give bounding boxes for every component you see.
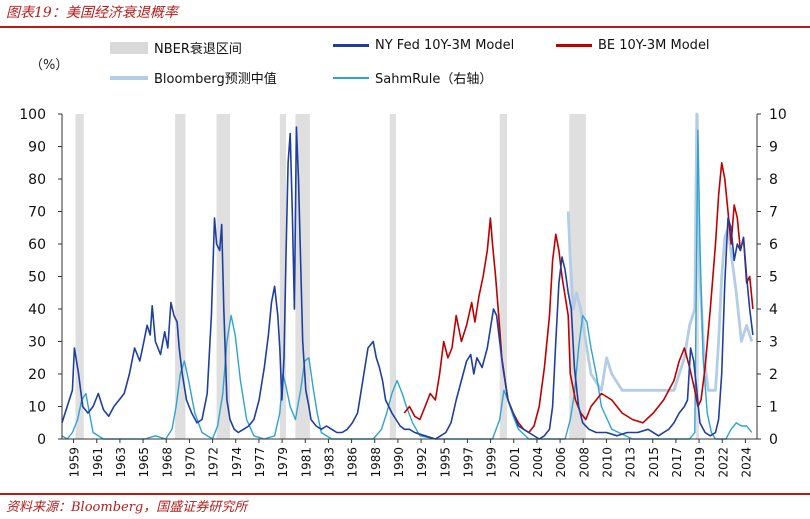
x-tick-label: 2001: [508, 447, 522, 478]
x-tick-label: 1981: [299, 447, 313, 478]
y-tick-label-right: 10: [769, 107, 787, 123]
bloomberg-swatch: [110, 75, 148, 80]
x-tick-label: 1979: [276, 447, 290, 478]
recession-swatch: [110, 41, 148, 54]
x-tick-label: 1977: [253, 447, 267, 478]
y-tick-label-right: 9: [769, 140, 778, 156]
y-tick-label-left: 30: [28, 335, 46, 351]
legend-item-recession: NBER衰退区间: [110, 38, 242, 57]
legend-item-sahm: SahmRule（右轴）: [333, 68, 492, 87]
x-tick-label: 1961: [91, 447, 105, 478]
y-tick-label-right: 1: [769, 400, 778, 416]
x-tick-label: 1972: [207, 447, 221, 478]
x-tick-label: 1968: [160, 447, 174, 478]
x-tick-label: 2017: [670, 447, 684, 478]
header-rule: [0, 26, 810, 28]
x-tick-label: 2022: [716, 447, 730, 478]
x-tick-label: 1983: [322, 447, 336, 478]
x-tick-label: 2008: [577, 447, 591, 478]
x-tick-label: 1974: [230, 447, 244, 478]
legend-label: NBER衰退区间: [154, 42, 242, 57]
source-note: 资料来源：Bloomberg，国盛证券研究所: [6, 500, 248, 515]
y-tick-label-left: 10: [28, 400, 46, 416]
x-tick-label: 1990: [392, 447, 406, 478]
x-tick-label: 2006: [554, 447, 568, 478]
y-tick-label-right: 6: [769, 237, 778, 253]
x-tick-label: 1963: [114, 447, 128, 478]
recession-band-3: [279, 114, 287, 439]
x-tick-label: 1988: [369, 447, 383, 478]
recession-band-5: [389, 114, 397, 439]
recession-band-1: [175, 114, 186, 439]
y-tick-label-right: 3: [769, 335, 778, 351]
recession-band-0: [75, 114, 84, 439]
y-tick-label-left: 0: [37, 432, 46, 448]
y-tick-label-left: 90: [28, 140, 46, 156]
y-tick-label-right: 4: [769, 302, 778, 318]
x-tick-label: 2019: [693, 447, 707, 478]
x-tick-label: 2013: [624, 447, 638, 478]
x-tick-label: 2010: [600, 447, 614, 478]
y-tick-label-right: 5: [769, 270, 778, 286]
be-swatch: [556, 44, 592, 47]
chart-title: 图表19：美国经济衰退概率: [6, 5, 178, 21]
footer-rule: [0, 493, 810, 495]
y-tick-label-right: 2: [769, 367, 778, 383]
y-tick-label-left: 80: [28, 172, 46, 188]
x-tick-label: 2015: [647, 447, 661, 478]
legend-label: SahmRule（右轴）: [375, 72, 493, 87]
y-tick-label-left: 100: [19, 107, 46, 123]
x-tick-label: 1997: [461, 447, 475, 478]
series-line-2: [403, 162, 754, 434]
legend-item-bloomberg: Bloomberg预测中值: [110, 68, 277, 87]
y-tick-label-left: 50: [28, 270, 46, 286]
legend-label: Bloomberg预测中值: [154, 72, 277, 87]
y-tick-label-right: 0: [769, 432, 778, 448]
y-tick-label-left: 20: [28, 367, 46, 383]
x-tick-label: 2024: [739, 447, 753, 478]
y-axis-unit-label: （%）: [30, 58, 69, 73]
y-tick-label-right: 7: [769, 205, 778, 221]
y-tick-label-left: 60: [28, 237, 46, 253]
legend-label: BE 10Y-3M Model: [598, 38, 710, 53]
recession-band-6: [499, 114, 508, 439]
y-tick-label-left: 40: [28, 302, 46, 318]
legend-item-be: BE 10Y-3M Model: [556, 38, 710, 53]
series-line-4: [61, 129, 753, 440]
legend-label: NY Fed 10Y-3M Model: [375, 38, 515, 53]
sahm-swatch: [333, 76, 369, 79]
recession-band-8: [695, 114, 699, 439]
x-tick-label: 1992: [415, 447, 429, 478]
x-tick-label: 1999: [485, 447, 499, 478]
nyfed-swatch: [333, 44, 369, 47]
x-tick-label: 1959: [68, 447, 82, 478]
y-tick-label-right: 8: [769, 172, 778, 188]
y-tick-label-left: 70: [28, 205, 46, 221]
x-tick-label: 1995: [438, 447, 452, 478]
series-line-3: [566, 112, 754, 392]
series-line-1: [61, 126, 754, 440]
x-tick-label: 1965: [137, 447, 151, 478]
x-tick-label: 1970: [183, 447, 197, 478]
x-tick-label: 1986: [346, 447, 360, 478]
x-tick-label: 2004: [531, 447, 545, 478]
legend-item-nyfed: NY Fed 10Y-3M Model: [333, 38, 514, 53]
